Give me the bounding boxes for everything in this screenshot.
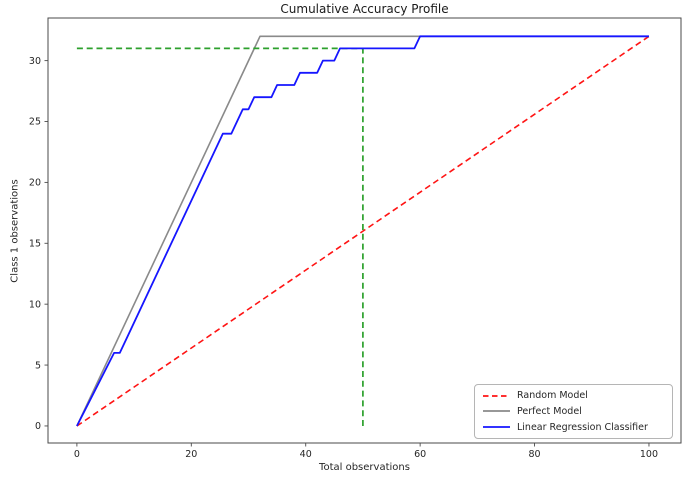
y-axis-label: Class 1 observations	[9, 179, 21, 283]
y-tick-label: 20	[29, 178, 41, 189]
x-tick-label: 0	[74, 449, 80, 460]
y-tick-label: 15	[29, 238, 41, 249]
x-tick-label: 40	[300, 449, 312, 460]
x-tick-label: 60	[414, 449, 426, 460]
legend-box: Random Model Perfect Model Linear Regres…	[474, 384, 673, 439]
x-axis-label: Total observations	[319, 462, 410, 473]
x-tick-label: 100	[640, 449, 658, 460]
legend-label: Linear Regression Classifier	[517, 421, 648, 433]
legend-line-sample-perfect	[483, 410, 510, 413]
legend-line-sample-classifier	[483, 426, 510, 429]
axes-spines	[47, 17, 682, 444]
legend-entry-perfect-model: Perfect Model	[483, 406, 664, 417]
legend-entry-random-model: Random Model	[483, 390, 664, 401]
y-tick-label: 5	[35, 360, 41, 371]
legend-line-sample-random	[483, 394, 510, 397]
x-tick-label: 80	[529, 449, 541, 460]
y-tick-label: 0	[35, 421, 41, 432]
y-tick-label: 10	[29, 299, 41, 310]
legend-label: Random Model	[517, 390, 588, 402]
chart-title: Cumulative Accuracy Profile	[280, 2, 449, 16]
y-tick-label: 30	[29, 56, 41, 67]
legend-entry-linear-regression: Linear Regression Classifier	[483, 422, 664, 433]
random-model-line	[76, 35, 650, 427]
y-tick-label: 25	[29, 117, 41, 128]
x-tick-label: 20	[185, 449, 197, 460]
legend-label: Perfect Model	[517, 405, 582, 417]
classifier-line	[76, 35, 649, 427]
